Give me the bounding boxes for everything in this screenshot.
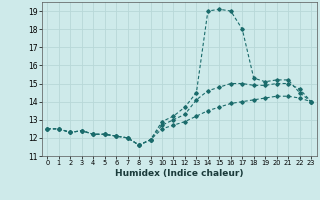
X-axis label: Humidex (Indice chaleur): Humidex (Indice chaleur) [115,169,244,178]
